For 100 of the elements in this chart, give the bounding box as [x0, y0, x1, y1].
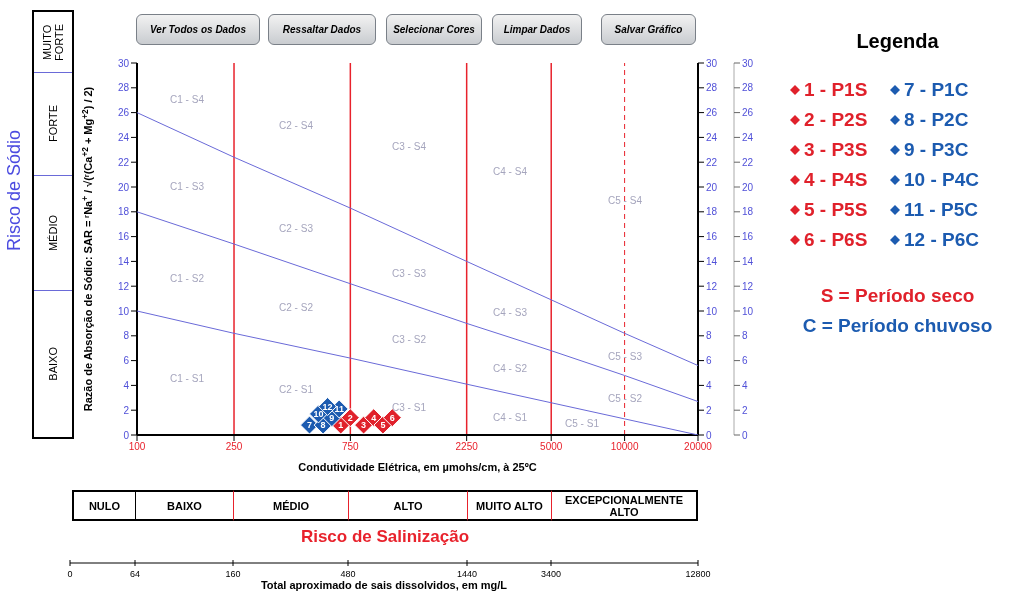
annotation: C5 - S3	[608, 351, 643, 362]
y-tick-label: 22	[117, 156, 130, 168]
legend-label: 1 - P1S	[804, 79, 868, 101]
y3-tick-label: 22	[742, 156, 754, 168]
text: Total aproximado de sais dissolvidos, em mg/L	[260, 579, 508, 591]
y-tick-label: 20	[117, 181, 130, 193]
annotation: C2 - S4	[279, 120, 314, 131]
y2-tick-label: 22	[706, 156, 718, 168]
text: MUITO FORTE	[41, 22, 65, 63]
y-tick-label: 12	[117, 280, 130, 292]
x-tick-label: 5000	[540, 441, 563, 453]
button: Selecionar Cores	[386, 14, 482, 45]
text: NULO	[72, 490, 135, 521]
annotation: 4	[371, 412, 377, 423]
y2-tick-label: 6	[706, 355, 712, 367]
legend-label: 10 - P4C	[904, 169, 979, 191]
y3-tick-label: 6	[742, 355, 748, 367]
text: 480	[340, 569, 356, 579]
annotation: 7	[307, 420, 313, 431]
y-tick-label: 18	[117, 206, 130, 218]
text: 64	[129, 569, 141, 579]
y2-tick-label: 18	[706, 206, 718, 218]
legend-label: 7 - P1C	[904, 79, 969, 101]
legend-label: 6 - P6S	[804, 229, 868, 251]
x-axis-title: Condutividade Elétrica, em µmohs/cm, à 25ºC	[298, 461, 537, 473]
annotation: C3 - S3	[392, 268, 427, 279]
text: C = Período chuvoso	[801, 315, 994, 338]
y3-tick-label: 20	[742, 181, 754, 193]
text: MUITO ALTO	[467, 490, 551, 521]
text: 12800	[685, 569, 711, 579]
y-tick-label: 26	[117, 107, 130, 119]
legend-label: 8 - P2C	[904, 109, 969, 131]
legend-label: 2 - P2S	[804, 109, 868, 131]
y-tick-label: 16	[117, 231, 130, 243]
y2-tick-label: 12	[706, 280, 718, 292]
y-tick-label: 0	[123, 429, 130, 441]
text: FORTE	[47, 105, 59, 143]
y-tick-label: 10	[117, 305, 130, 317]
y2-tick-label: 30	[706, 57, 718, 69]
annotation: C3 - S4	[392, 141, 427, 152]
y3-tick-label: 8	[742, 330, 748, 342]
annotation: C1 - S3	[170, 181, 205, 192]
annotation: C4 - S3	[493, 307, 528, 318]
y-tick-label: 24	[117, 131, 130, 143]
annotation: 12	[322, 401, 333, 412]
y3-tick-label: 4	[742, 379, 748, 391]
y2-tick-label: 2	[706, 404, 712, 416]
annotation: C1 - S4	[170, 94, 205, 105]
y3-tick-label: 16	[742, 231, 754, 243]
y2-tick-label: 26	[706, 107, 718, 119]
annotation: 10	[313, 409, 324, 420]
y2-tick-label: 24	[706, 131, 718, 143]
y2-tick-label: 10	[706, 305, 718, 317]
x-tick-label: 10000	[610, 441, 639, 453]
legend-label: 5 - P5S	[804, 199, 868, 221]
annotation: C2 - S3	[279, 223, 314, 234]
annotation: C1 - S2	[170, 273, 205, 284]
legend-label: 4 - P4S	[804, 169, 868, 191]
button: Ressaltar Dados	[268, 14, 376, 45]
annotation: 6	[389, 412, 395, 423]
y2-tick-label: 4	[706, 379, 712, 391]
button: Limpar Dados	[492, 14, 582, 45]
x-tick-label: 2250	[455, 441, 479, 453]
annotation: 2	[347, 412, 353, 423]
x-tick-label: 750	[342, 441, 360, 453]
text: 0	[67, 569, 73, 579]
y-tick-label: 6	[123, 355, 130, 367]
annotation: 9	[329, 412, 335, 423]
annotation: C2 - S2	[279, 302, 314, 313]
text: MÉDIO	[233, 490, 348, 521]
text: EXCEPCIONALMENTE ALTO	[551, 490, 698, 521]
annotation: 5	[380, 420, 386, 431]
text: S = Período seco	[819, 285, 976, 308]
text: 3400	[540, 569, 562, 579]
text: ALTO	[348, 490, 467, 521]
y3-tick-label: 28	[742, 82, 754, 94]
legend-label: 3 - P3S	[804, 139, 868, 161]
y-tick-label: 28	[117, 82, 130, 94]
legend-label: 12 - P6C	[904, 229, 979, 251]
y2-tick-label: 8	[706, 330, 712, 342]
button: Salvar Gráfico	[601, 14, 696, 45]
annotation: C5 - S2	[608, 393, 643, 404]
y2-tick-label: 28	[706, 82, 718, 94]
annotation: C3 - S2	[392, 334, 427, 345]
annotation: 8	[320, 420, 326, 431]
text: MÉDIO	[47, 214, 59, 252]
annotation: C5 - S1	[565, 418, 600, 429]
text: 160	[225, 569, 241, 579]
annotation: C2 - S1	[279, 384, 314, 395]
y2-tick-label: 0	[706, 429, 712, 441]
y3-tick-label: 24	[742, 131, 754, 143]
y3-tick-label: 26	[742, 107, 754, 119]
y3-tick-label: 12	[742, 280, 754, 292]
text: BAIXO	[135, 490, 233, 521]
x-tick-label: 100	[128, 441, 146, 453]
y-tick-label: 4	[123, 379, 130, 391]
x-tick-label: 20000	[684, 441, 713, 453]
y3-tick-label: 30	[742, 57, 754, 69]
annotation: C4 - S4	[493, 166, 528, 177]
text: Risco de Salinização	[299, 527, 471, 547]
